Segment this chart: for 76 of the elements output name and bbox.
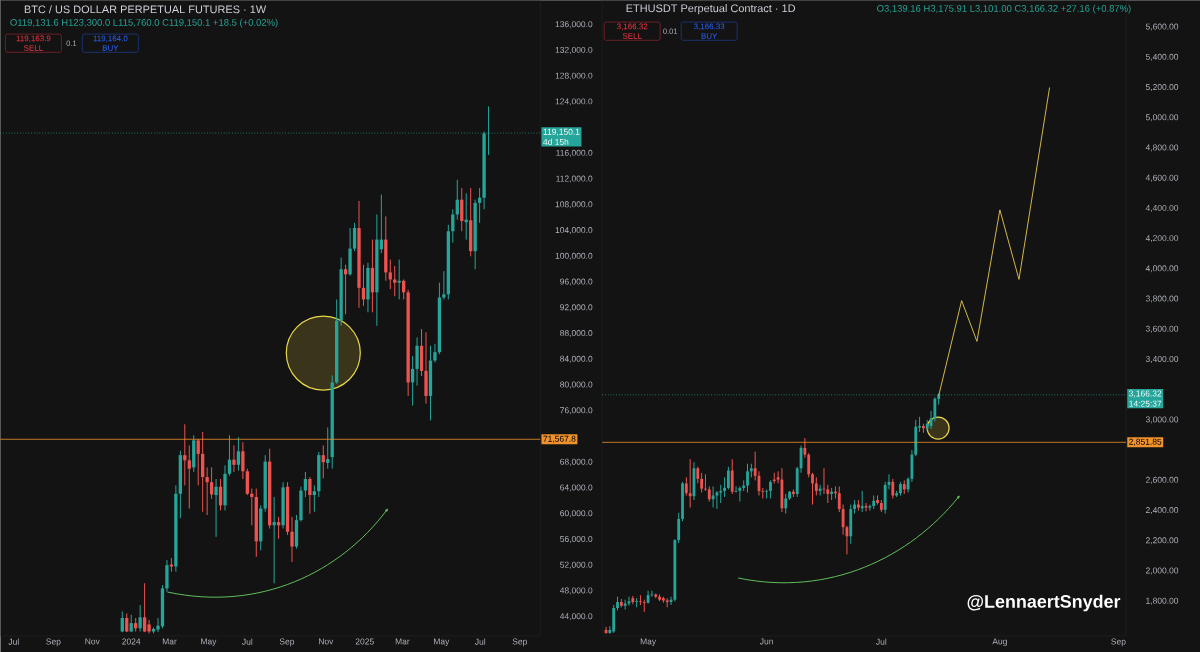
ref-line-label: 71,567.8 — [543, 435, 576, 443]
y-tick-label: 5,200.00 — [1145, 84, 1179, 92]
chart-title: BTC / US DOLLAR PERPETUAL FUTURES · 1W — [24, 5, 267, 14]
y-tick-label: 4,200.00 — [1145, 235, 1179, 243]
y-tick-label: 48,000.0 — [559, 587, 593, 595]
text: 14:25:37 — [1129, 400, 1162, 407]
y-tick-label: 3,000.00 — [1145, 416, 1179, 424]
x-tick-label: 2024 — [122, 638, 141, 645]
text: O119,131.6 H123,300.0 L115,760.0 C119,150.1 +18.5 (+0.02%) — [10, 18, 278, 28]
annotation: @LennaertSnyder — [967, 594, 1121, 612]
y-tick-label: 64,000.0 — [560, 484, 593, 492]
y-tick-label: 84,000.0 — [560, 355, 593, 363]
x-tick-label: Jul — [474, 638, 486, 645]
chart-title: ETHUSDT Perpetual Contract · 1D — [626, 4, 796, 15]
candlestick — [665, 597, 669, 608]
x-tick-label: May — [434, 638, 450, 647]
x-tick-label: Sep — [1111, 638, 1126, 647]
y-tick-label: 5,600.00 — [1145, 23, 1179, 31]
x-tick-label: Jun — [759, 638, 773, 645]
y-tick-label: 56,000.0 — [560, 535, 593, 543]
x-tick-label: Nov — [85, 638, 100, 645]
candlestick — [765, 488, 769, 499]
ref-line-label: 3,166.32 — [1129, 390, 1162, 398]
y-tick-label: 52,000.0 — [560, 561, 593, 569]
y-tick-label: 2,400.00 — [1145, 507, 1179, 515]
ref-line-label: 2,851.85 — [1129, 438, 1162, 446]
y-tick-label: 80,000.0 — [560, 381, 593, 389]
y-tick-label: 116,000.0 — [556, 149, 593, 157]
y-tick-label: 4,600.00 — [1145, 174, 1179, 182]
y-tick-label: 96,000.0 — [560, 278, 593, 286]
y-tick-label: 4,400.00 — [1145, 204, 1179, 212]
y-tick-label: 60,000.0 — [560, 510, 593, 518]
y-tick-label: 3,600.00 — [1145, 325, 1179, 333]
x-tick-label: Mar — [162, 638, 177, 645]
y-tick-label: 5,000.00 — [1145, 114, 1179, 122]
y-tick-label: 92,000.0 — [560, 304, 593, 312]
y-tick-label: 136,000.0 — [555, 21, 593, 29]
x-tick-label: Jul — [8, 638, 19, 645]
y-tick-label: 132,000.0 — [555, 46, 593, 54]
y-tick-label: 88,000.0 — [560, 330, 593, 338]
x-tick-label: May — [640, 638, 657, 647]
x-tick-label: Nov — [318, 638, 334, 645]
y-tick-label: 4,800.00 — [1145, 144, 1179, 152]
x-tick-label: Jul — [876, 638, 887, 645]
y-tick-label: 76,000.0 — [560, 407, 593, 415]
x-tick-label: 2025 — [355, 638, 374, 645]
y-tick-label: 3,400.00 — [1145, 356, 1179, 363]
x-tick-label: May — [201, 638, 217, 647]
y-tick-label: 3,800.00 — [1145, 295, 1179, 303]
y-tick-label: 2,600.00 — [1145, 476, 1179, 484]
y-tick-label: 5,400.00 — [1145, 53, 1179, 61]
y-tick-label: 4,000.00 — [1145, 265, 1179, 273]
y-tick-label: 100,000.0 — [555, 252, 593, 260]
y-tick-label: 68,000.0 — [560, 458, 593, 466]
x-tick-label: Jul — [242, 638, 253, 645]
x-tick-label: Sep — [279, 638, 295, 647]
chart-subtitle: O3,139.16 H3,175.91 L3,101.00 C3,166.32 +27.16 (+0.87%) — [877, 4, 1131, 14]
y-tick-label: 108,000.0 — [555, 201, 593, 209]
x-tick-label: Sep — [46, 638, 61, 647]
candlestick — [642, 599, 646, 613]
x-tick-label: Aug — [992, 638, 1007, 647]
text: 4d 15h — [543, 138, 569, 145]
candlestick — [639, 594, 642, 606]
line-series — [938, 87, 1051, 397]
y-tick-label: 1,800.00 — [1146, 597, 1179, 605]
x-tick-label: Mar — [395, 638, 410, 645]
x-tick-label: Sep — [512, 638, 527, 647]
y-tick-label: 128,000.0 — [555, 72, 593, 80]
y-tick-label: 104,000.0 — [555, 227, 593, 235]
y-tick-label: 112,000.0 — [556, 175, 593, 183]
y-tick-label: 44,000.0 — [559, 613, 593, 621]
y-tick-label: 124,000.0 — [555, 98, 593, 106]
ref-line-label: 119,150.1 — [543, 128, 580, 136]
y-tick-label: 2,000.00 — [1145, 567, 1179, 575]
y-tick-label: 2,200.00 — [1145, 537, 1179, 545]
candlestick — [635, 597, 639, 608]
